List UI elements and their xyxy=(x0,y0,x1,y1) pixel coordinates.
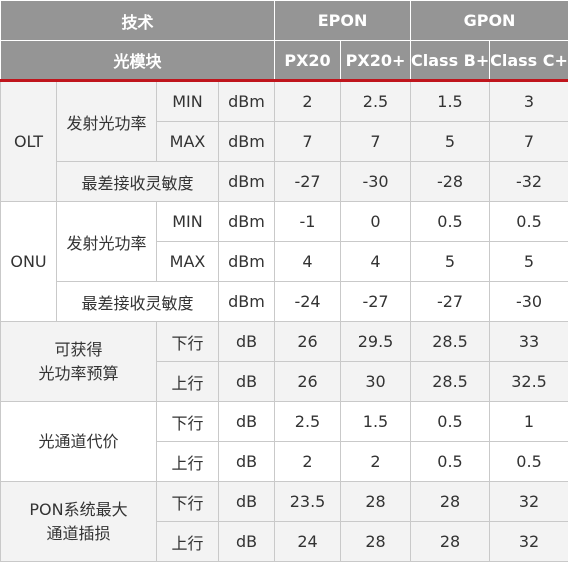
value-cell: -30 xyxy=(490,282,568,322)
value-cell: -1 xyxy=(275,202,341,242)
value-cell: 0.5 xyxy=(411,402,490,442)
value-cell: 1.5 xyxy=(341,402,411,442)
value-cell: 5 xyxy=(411,122,490,162)
value-cell: 30 xyxy=(341,362,411,402)
unit-cell: dBm xyxy=(219,81,275,122)
value-cell: 32 xyxy=(490,522,568,562)
value-cell: -24 xyxy=(275,282,341,322)
budget-label-line2: 光功率预算 xyxy=(38,364,118,383)
table-row: ONU 发射光功率 MIN dBm -1 0 0.5 0.5 xyxy=(1,202,568,242)
onu-label: ONU xyxy=(1,202,57,322)
value-cell: 0.5 xyxy=(490,202,568,242)
classcplus-header: Class C+ xyxy=(490,41,568,81)
table-row: 光通道代价 下行 dB 2.5 1.5 0.5 1 xyxy=(1,402,568,442)
unit-cell: dB xyxy=(219,362,275,402)
unit-cell: dB xyxy=(219,442,275,482)
value-cell: 32 xyxy=(490,482,568,522)
value-cell: 7 xyxy=(490,122,568,162)
onu-tx-label: 发射光功率 xyxy=(57,202,157,282)
upstream-label: 上行 xyxy=(157,362,219,402)
value-cell: 2.5 xyxy=(275,402,341,442)
unit-cell: dB xyxy=(219,322,275,362)
value-cell: -32 xyxy=(490,162,568,202)
value-cell: -27 xyxy=(411,282,490,322)
value-cell: -30 xyxy=(341,162,411,202)
value-cell: 2 xyxy=(275,442,341,482)
budget-label: 可获得光功率预算 xyxy=(1,322,157,402)
value-cell: 26 xyxy=(275,322,341,362)
unit-cell: dBm xyxy=(219,282,275,322)
value-cell: 0.5 xyxy=(490,442,568,482)
value-cell: 32.5 xyxy=(490,362,568,402)
value-cell: 1 xyxy=(490,402,568,442)
value-cell: 24 xyxy=(275,522,341,562)
insertion-label-line2: 通道插损 xyxy=(46,524,110,543)
onu-sensitivity-label: 最差接收灵敏度 xyxy=(57,282,219,322)
value-cell: 7 xyxy=(341,122,411,162)
downstream-label: 下行 xyxy=(157,402,219,442)
value-cell: 29.5 xyxy=(341,322,411,362)
olt-tx-label: 发射光功率 xyxy=(57,81,157,162)
px20plus-header: PX20+ xyxy=(341,41,411,81)
value-cell: 2 xyxy=(275,81,341,122)
unit-cell: dBm xyxy=(219,202,275,242)
olt-min-label: MIN xyxy=(157,81,219,122)
value-cell: -27 xyxy=(341,282,411,322)
olt-max-label: MAX xyxy=(157,122,219,162)
table-row: OLT 发射光功率 MIN dBm 2 2.5 1.5 3 xyxy=(1,81,568,122)
value-cell: 33 xyxy=(490,322,568,362)
value-cell: 28 xyxy=(341,482,411,522)
budget-label-line1: 可获得 xyxy=(54,340,102,359)
unit-cell: dBm xyxy=(219,242,275,282)
olt-sensitivity-label: 最差接收灵敏度 xyxy=(57,162,219,202)
classbplus-header: Class B+ xyxy=(411,41,490,81)
value-cell: 4 xyxy=(341,242,411,282)
module-header: 光模块 xyxy=(1,41,275,81)
epon-header: EPON xyxy=(275,1,411,41)
value-cell: 28 xyxy=(341,522,411,562)
unit-cell: dBm xyxy=(219,122,275,162)
downstream-label: 下行 xyxy=(157,322,219,362)
gpon-header: GPON xyxy=(411,1,568,41)
value-cell: 28 xyxy=(411,522,490,562)
path-cost-label: 光通道代价 xyxy=(1,402,157,482)
table-row: PON系统最大通道插损 下行 dB 23.5 28 28 32 xyxy=(1,482,568,522)
onu-min-label: MIN xyxy=(157,202,219,242)
value-cell: 4 xyxy=(275,242,341,282)
value-cell: 0 xyxy=(341,202,411,242)
unit-cell: dB xyxy=(219,482,275,522)
table-row: 可获得光功率预算 下行 dB 26 29.5 28.5 33 xyxy=(1,322,568,362)
insertion-label: PON系统最大通道插损 xyxy=(1,482,157,562)
value-cell: 0.5 xyxy=(411,202,490,242)
olt-label: OLT xyxy=(1,81,57,202)
table-row: 最差接收灵敏度 dBm -27 -30 -28 -32 xyxy=(1,162,568,202)
value-cell: 23.5 xyxy=(275,482,341,522)
value-cell: 2.5 xyxy=(341,81,411,122)
downstream-label: 下行 xyxy=(157,482,219,522)
upstream-label: 上行 xyxy=(157,522,219,562)
px20-header: PX20 xyxy=(275,41,341,81)
value-cell: 28 xyxy=(411,482,490,522)
value-cell: 1.5 xyxy=(411,81,490,122)
value-cell: 3 xyxy=(490,81,568,122)
value-cell: 28.5 xyxy=(411,362,490,402)
value-cell: 28.5 xyxy=(411,322,490,362)
unit-cell: dBm xyxy=(219,162,275,202)
value-cell: 0.5 xyxy=(411,442,490,482)
value-cell: -27 xyxy=(275,162,341,202)
value-cell: 2 xyxy=(341,442,411,482)
unit-cell: dB xyxy=(219,402,275,442)
insertion-label-line1: PON系统最大 xyxy=(29,500,127,519)
value-cell: 5 xyxy=(490,242,568,282)
value-cell: 26 xyxy=(275,362,341,402)
value-cell: 7 xyxy=(275,122,341,162)
value-cell: -28 xyxy=(411,162,490,202)
onu-max-label: MAX xyxy=(157,242,219,282)
value-cell: 5 xyxy=(411,242,490,282)
upstream-label: 上行 xyxy=(157,442,219,482)
unit-cell: dB xyxy=(219,522,275,562)
table-row: 最差接收灵敏度 dBm -24 -27 -27 -30 xyxy=(1,282,568,322)
tech-header: 技术 xyxy=(1,1,275,41)
